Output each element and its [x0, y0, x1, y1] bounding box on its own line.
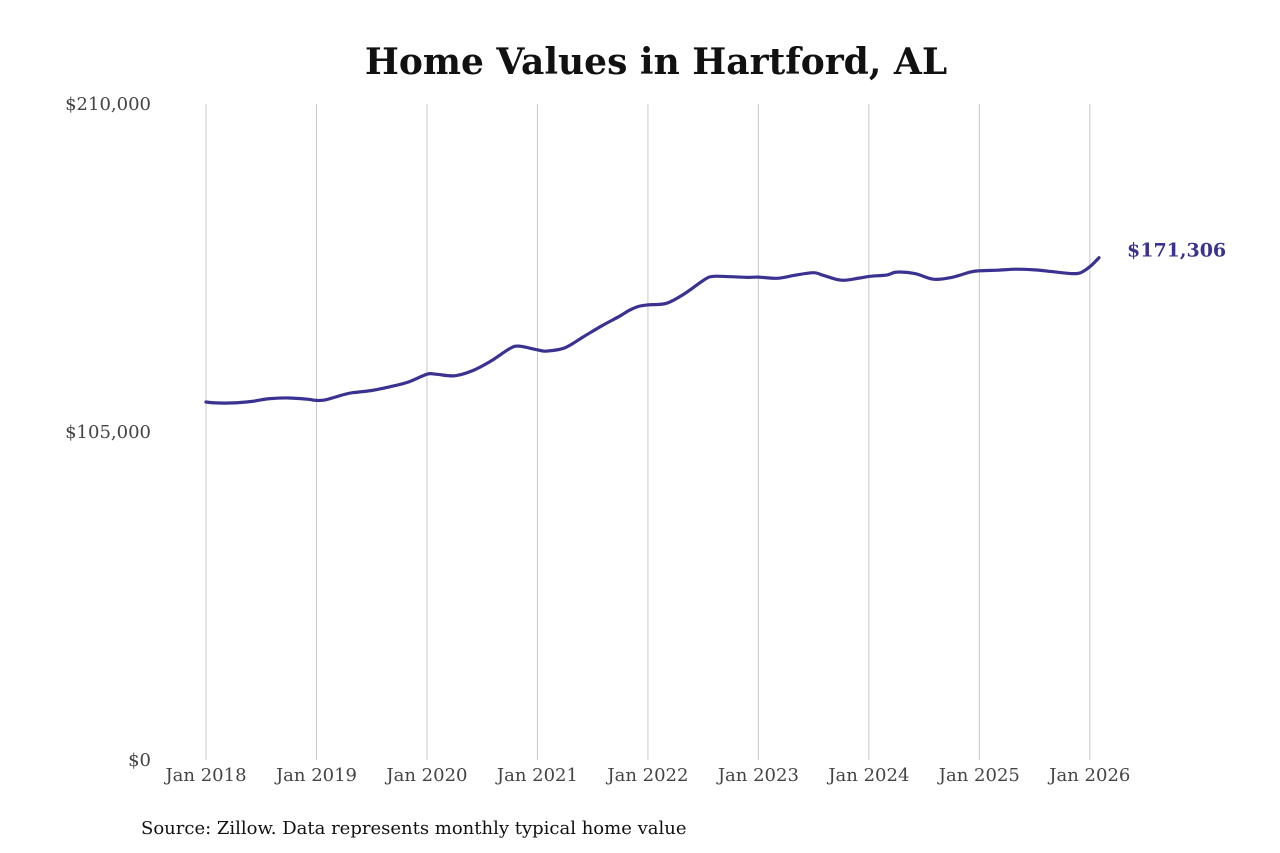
x-tick-label-6: Jan 2024 [826, 765, 909, 786]
series-line-0 [204, 256, 1101, 405]
y-tick-label-2: $210,000 [65, 94, 151, 115]
x-tick-label-5: Jan 2023 [716, 765, 799, 786]
x-tick-label-8: Jan 2026 [1047, 765, 1130, 786]
x-tick-label-3: Jan 2021 [495, 765, 578, 786]
y-tick-label-0: $0 [128, 750, 151, 771]
x-tick-label-1: Jan 2019 [274, 765, 357, 786]
annotation-group: $171,306 [1127, 240, 1226, 262]
x-tick-label-2: Jan 2020 [384, 765, 467, 786]
chart-title: Home Values in Hartford, AL [365, 41, 947, 83]
x-axis-tick-labels: Jan 2018 Jan 2019 Jan 2020 Jan 2021 Jan 2022… [163, 765, 1130, 786]
series-group [204, 256, 1101, 405]
x-tick-label-7: Jan 2025 [937, 765, 1020, 786]
y-tick-label-1: $105,000 [65, 422, 151, 443]
end-value-label: $171,306 [1127, 240, 1226, 262]
y-axis-tick-labels: $0 $105,000 $210,000 [65, 94, 151, 771]
source-note: Source: Zillow. Data represents monthly … [141, 818, 687, 839]
x-tick-label-4: Jan 2022 [605, 765, 688, 786]
vertical-gridlines [205, 104, 1091, 760]
x-tick-label-0: Jan 2018 [163, 765, 246, 786]
